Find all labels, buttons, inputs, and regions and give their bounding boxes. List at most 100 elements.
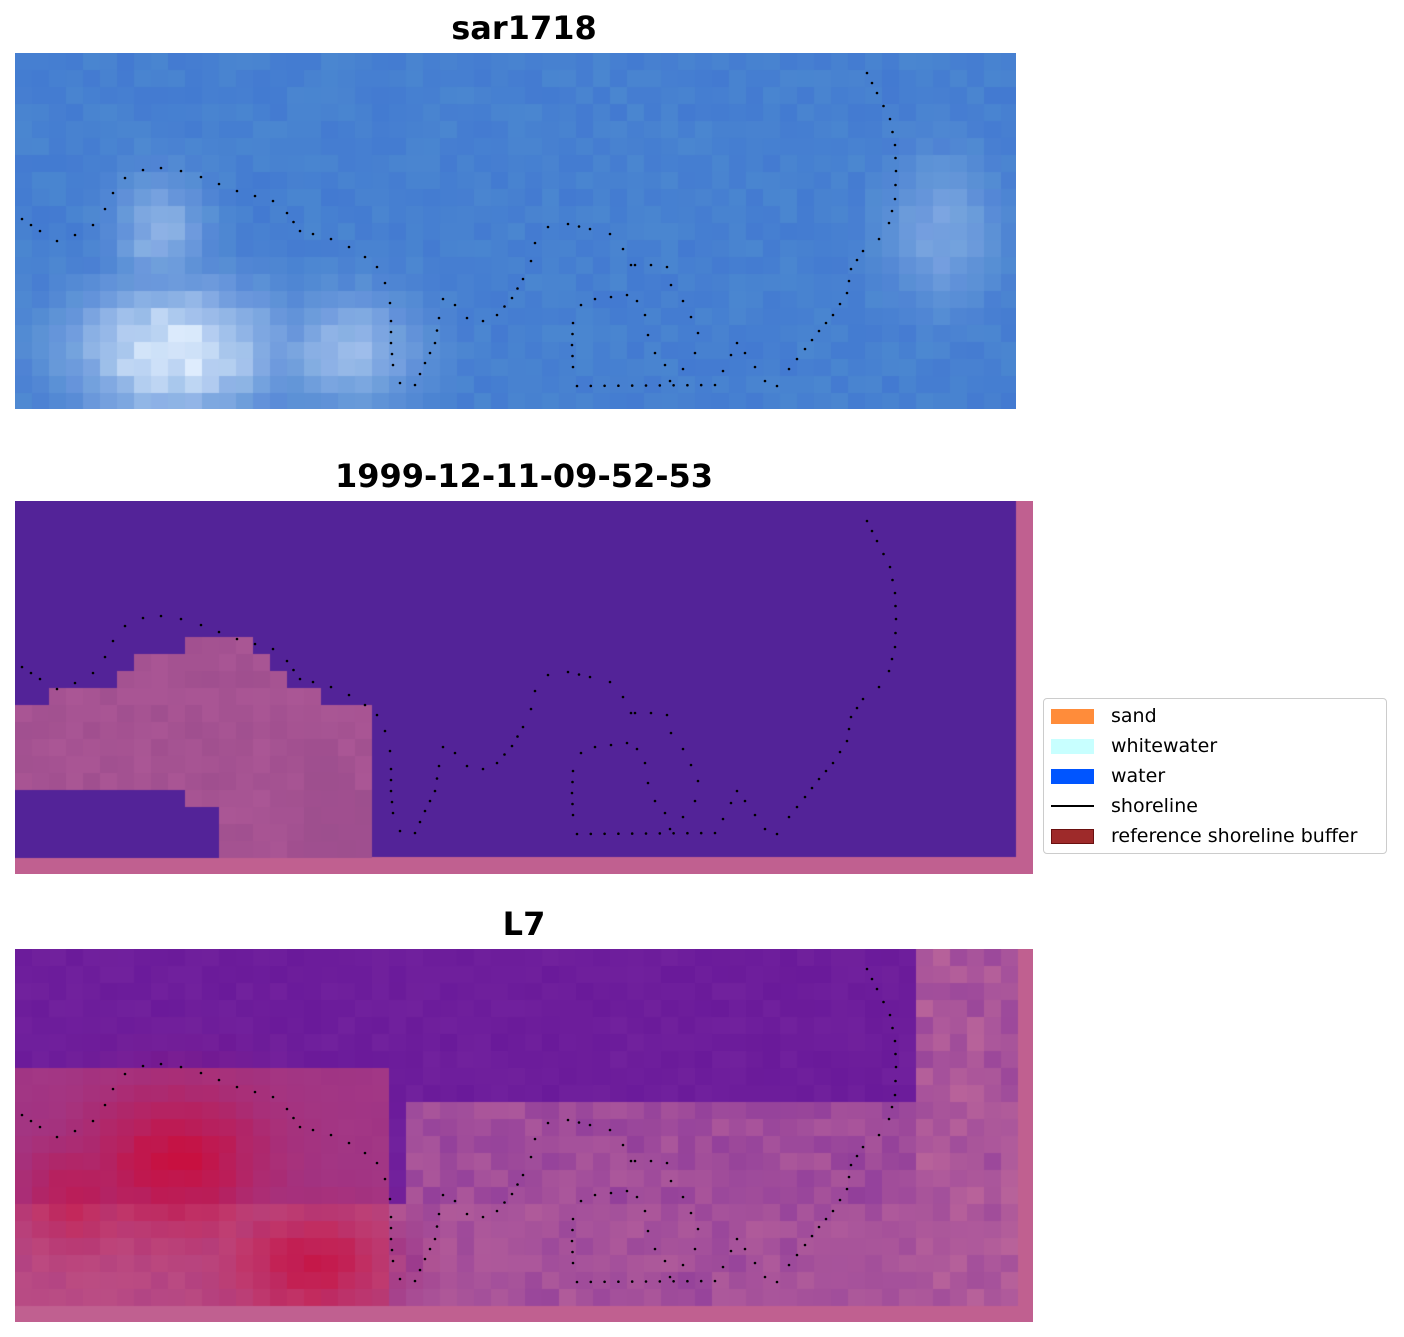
shoreline-dot — [73, 233, 77, 237]
shoreline-points — [20, 967, 898, 1284]
shoreline-dot — [571, 780, 574, 784]
shoreline-dot — [311, 1128, 315, 1132]
shoreline-dot — [699, 831, 703, 835]
shoreline-dot — [533, 241, 537, 245]
shoreline-dot — [123, 1072, 127, 1076]
shoreline-dot — [882, 1000, 885, 1004]
shoreline-dot — [753, 365, 757, 369]
shoreline-dot — [665, 265, 669, 269]
shoreline-dot — [855, 706, 859, 710]
shoreline-dot — [388, 301, 392, 305]
shoreline-dot — [571, 365, 575, 369]
shoreline-dot — [891, 130, 894, 134]
shoreline-dot — [865, 519, 869, 523]
shoreline-dot — [159, 1062, 163, 1066]
shoreline-dot — [887, 669, 891, 673]
shoreline-dot — [575, 1280, 579, 1284]
shoreline-dot — [347, 245, 351, 249]
shoreline-dot — [503, 1201, 506, 1204]
shoreline-dot — [298, 677, 302, 681]
shoreline-dot — [159, 166, 163, 170]
shoreline-dot — [609, 295, 613, 299]
shoreline-dot — [375, 265, 379, 269]
shoreline-dot — [658, 384, 662, 387]
shoreline-dot — [890, 1105, 894, 1109]
shoreline-dot — [253, 642, 257, 646]
shoreline-dot — [681, 1263, 685, 1267]
shoreline-dot — [391, 1259, 395, 1263]
shoreline-dot — [672, 384, 675, 387]
shoreline-dot — [389, 319, 393, 323]
shoreline-dot — [865, 967, 869, 971]
shoreline-dot — [633, 263, 637, 267]
shoreline-dot — [735, 1237, 739, 1241]
shoreline-dot — [571, 354, 574, 358]
shoreline-dot — [235, 1085, 239, 1089]
shoreline-dot — [29, 671, 33, 675]
l7-index-panel — [15, 949, 1033, 1322]
shoreline-dot — [423, 809, 427, 813]
shoreline-dot — [875, 539, 879, 543]
shoreline-dot — [838, 302, 842, 306]
shoreline-dot — [311, 232, 315, 236]
shoreline-dot — [763, 827, 767, 831]
shoreline-dot — [398, 1277, 402, 1281]
shoreline-dot — [633, 1159, 637, 1163]
shoreline-dot — [533, 689, 537, 693]
shoreline-dot — [849, 715, 853, 719]
shoreline-dot — [141, 168, 145, 172]
shoreline-dot — [696, 779, 700, 783]
legend-item-shoreline: shoreline — [1051, 795, 1198, 817]
shoreline-dot — [681, 747, 685, 751]
shoreline-dot — [608, 1128, 612, 1132]
water-swatch — [1051, 768, 1094, 784]
shoreline-dot — [235, 637, 239, 641]
shoreline-dot — [55, 239, 59, 243]
shoreline-dot — [159, 614, 163, 618]
shoreline-dot — [217, 630, 221, 634]
shoreline-dot — [199, 1071, 203, 1075]
shoreline-dot — [893, 1039, 897, 1043]
shoreline-dot — [199, 623, 203, 627]
shoreline-dot — [389, 341, 393, 345]
shoreline-dot — [437, 1212, 441, 1216]
shoreline-dot — [629, 1159, 633, 1163]
shoreline-dot — [423, 361, 427, 365]
shoreline-dot — [669, 283, 673, 287]
shoreline-dot — [29, 1119, 33, 1123]
shoreline-dot — [729, 1249, 733, 1253]
shoreline-dot — [570, 791, 574, 795]
shoreline-dot — [298, 1125, 302, 1129]
shoreline-dot — [55, 1135, 59, 1139]
shoreline-dot — [546, 225, 550, 229]
shoreline-dot — [73, 681, 77, 685]
shoreline-dot — [571, 1261, 575, 1265]
shoreline-dot — [696, 331, 700, 335]
shoreline-dot — [894, 1065, 898, 1069]
shoreline-dot — [870, 529, 874, 533]
shoreline-dot — [481, 767, 485, 771]
shoreline-dot — [787, 815, 791, 819]
shoreline-dot — [589, 832, 593, 836]
shoreline-dot — [389, 1215, 393, 1219]
shoreline-dot — [847, 1175, 851, 1179]
shoreline-dot — [817, 1225, 821, 1229]
shoreline-dot — [658, 1280, 662, 1283]
shoreline-dot — [571, 321, 575, 325]
shoreline-dot — [495, 1209, 499, 1213]
l7-raster — [15, 949, 1033, 1322]
sar-image-panel — [15, 53, 1016, 409]
shoreline-dot — [347, 1141, 351, 1145]
shoreline-dot — [199, 175, 203, 179]
shoreline-dot — [103, 1103, 107, 1107]
shoreline-dot — [646, 1229, 650, 1233]
shoreline-dot — [398, 829, 402, 833]
shoreline-dot — [428, 1247, 432, 1251]
shoreline-dot — [681, 1195, 685, 1199]
shoreline-dot — [285, 659, 289, 663]
shoreline-dot — [721, 369, 725, 373]
shoreline-dot — [649, 1159, 653, 1163]
shoreline-dot — [721, 817, 725, 821]
shoreline-dot — [529, 707, 533, 711]
shoreline-dot — [495, 761, 499, 765]
